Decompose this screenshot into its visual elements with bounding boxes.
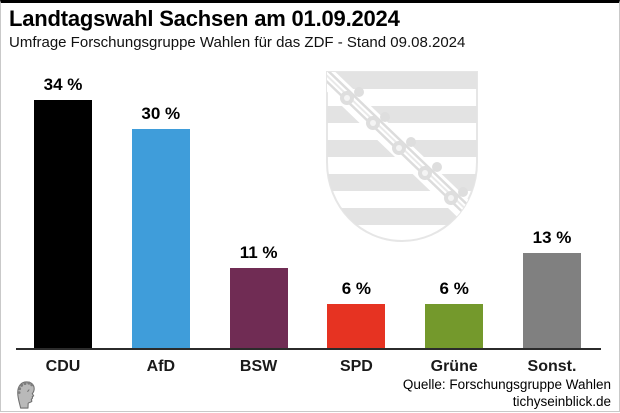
bar-group-grne: 6 % [425, 279, 484, 348]
bar-group-bsw: 11 % [229, 243, 288, 348]
bar-value-label-grne: 6 % [439, 279, 469, 298]
saxony-coat-of-arms-watermark [326, 71, 478, 243]
bar-cdu [34, 100, 92, 348]
bar-afd [131, 129, 190, 348]
bar-sonst [522, 253, 581, 348]
bar-grne [425, 304, 484, 348]
chart-title: Landtagswahl Sachsen am 01.09.2024 [9, 6, 400, 31]
x-label-afd: AfD [146, 358, 176, 375]
chart-header: Landtagswahl Sachsen am 01.09.2024 Umfra… [9, 6, 611, 52]
bar-group-afd: 30 % [131, 104, 190, 348]
bar-value-label-spd: 6 % [341, 279, 372, 298]
bar-group-cdu: 34 % [34, 75, 92, 348]
bar-value-label-sonst: 13 % [532, 228, 572, 247]
bar-chart-plot: 34 % 30 % 11 % 6 % 6 % 13 % [1, 60, 619, 350]
source-block: Quelle: Forschungsgruppe Wahlen tichysei… [403, 377, 611, 410]
bar-value-label-cdu: 34 % [43, 75, 83, 94]
bar-value-label-afd: 30 % [141, 104, 181, 123]
x-label-cdu: CDU [45, 358, 81, 375]
bar-group-spd: 6 % [327, 279, 386, 348]
x-label-sonst: Sonst. [527, 358, 577, 375]
x-axis-line [16, 348, 601, 350]
x-label-bsw: BSW [239, 358, 278, 375]
bars-container: 34 % 30 % 11 % 6 % 6 % 13 % [34, 75, 581, 348]
bar-value-label-bsw: 11 % [239, 243, 278, 262]
tichyseinblick-logo-icon [17, 381, 35, 409]
x-axis-labels: CDU AfD BSW SPD Grüne Sonst. [34, 358, 581, 376]
bar-bsw [229, 268, 288, 348]
chart-subtitle: Umfrage Forschungsgruppe Wahlen für das … [9, 34, 466, 51]
bar-spd [327, 304, 386, 348]
source-text: Quelle: Forschungsgruppe Wahlen [402, 377, 611, 392]
bar-group-sonst: 13 % [522, 228, 581, 348]
x-label-spd: SPD [339, 358, 373, 375]
website-text: tichyseinblick.de [512, 393, 611, 409]
x-label-grne: Grüne [430, 358, 478, 375]
